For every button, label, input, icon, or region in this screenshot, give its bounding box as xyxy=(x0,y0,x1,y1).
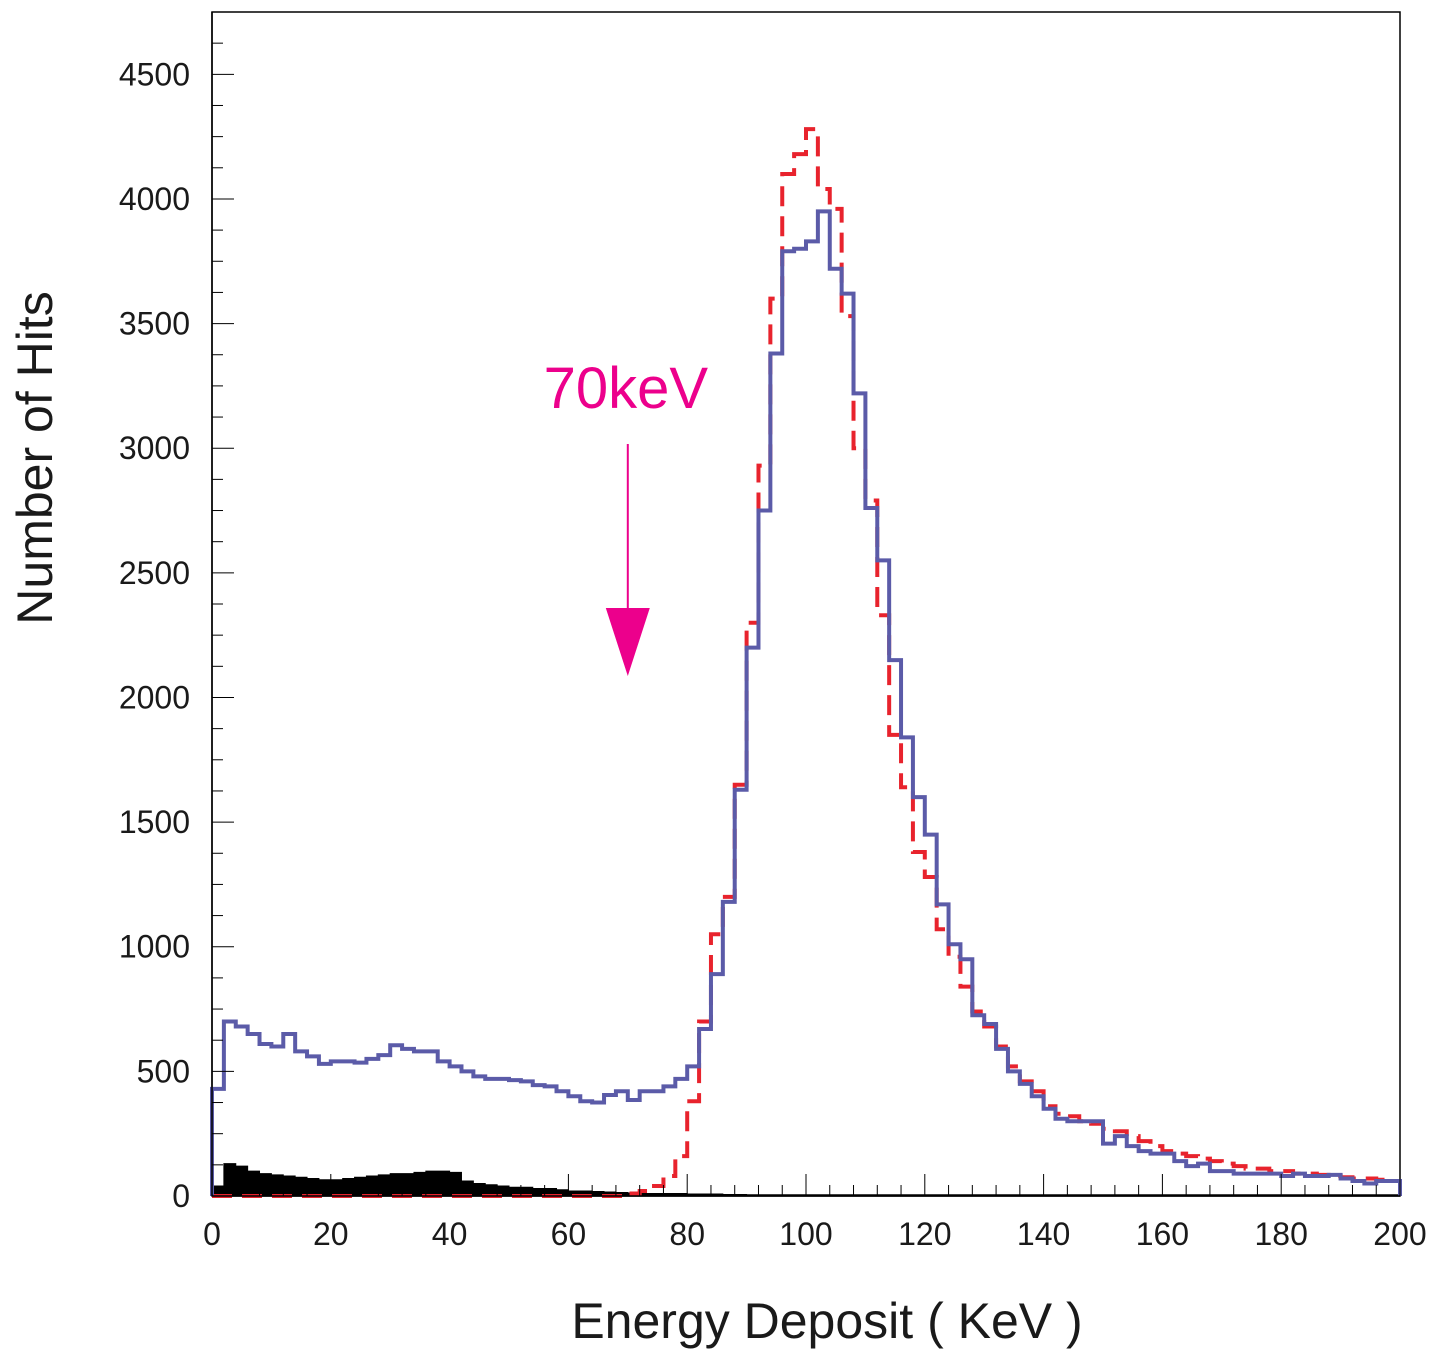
y-tick-label: 4500 xyxy=(119,56,190,92)
series-solid xyxy=(210,209,1402,1196)
y-tick-label: 3500 xyxy=(119,306,190,342)
x-axis: 0 20 40 60 80 100 120 140 160 180 200 xyxy=(203,1174,1427,1252)
x-tick-label: 100 xyxy=(779,1216,832,1252)
y-axis: 0 500 1000 1500 2000 2500 3000 3500 4000 4500 xyxy=(119,11,234,1214)
y-tick-label: 3000 xyxy=(119,430,190,466)
annotation-70kev: 70keV xyxy=(544,356,709,676)
y-axis-title: Number of Hits xyxy=(7,291,63,624)
y-tick-label: 2500 xyxy=(119,555,190,591)
x-tick-label: 80 xyxy=(669,1216,705,1252)
x-tick-label: 160 xyxy=(1136,1216,1189,1252)
series-filled xyxy=(211,1163,1401,1197)
y-tick-label: 500 xyxy=(137,1053,190,1089)
annotation-text: 70keV xyxy=(544,356,709,421)
dashed-histogram xyxy=(212,127,1402,1198)
x-tick-label: 120 xyxy=(898,1216,951,1252)
x-tick-label: 140 xyxy=(1017,1216,1070,1252)
annotation-arrow-head xyxy=(605,608,650,676)
solid-histogram xyxy=(210,209,1402,1196)
x-tick-label: 200 xyxy=(1373,1216,1426,1252)
x-tick-label: 0 xyxy=(203,1216,221,1252)
filled-histogram xyxy=(211,1163,1401,1197)
x-tick-label: 20 xyxy=(313,1216,349,1252)
x-tick-label: 60 xyxy=(551,1216,587,1252)
y-tick-label: 1500 xyxy=(119,804,190,840)
plot-frame xyxy=(211,11,1401,1197)
y-tick-label: 1000 xyxy=(119,929,190,965)
y-tick-label: 2000 xyxy=(119,679,190,715)
x-axis-title: Energy Deposit ( KeV ) xyxy=(571,1293,1082,1349)
x-tick-label: 40 xyxy=(432,1216,468,1252)
y-tick-label: 4000 xyxy=(119,181,190,217)
series-dashed xyxy=(212,127,1402,1198)
x-tick-label: 180 xyxy=(1255,1216,1308,1252)
y-tick-label: 0 xyxy=(172,1178,190,1214)
